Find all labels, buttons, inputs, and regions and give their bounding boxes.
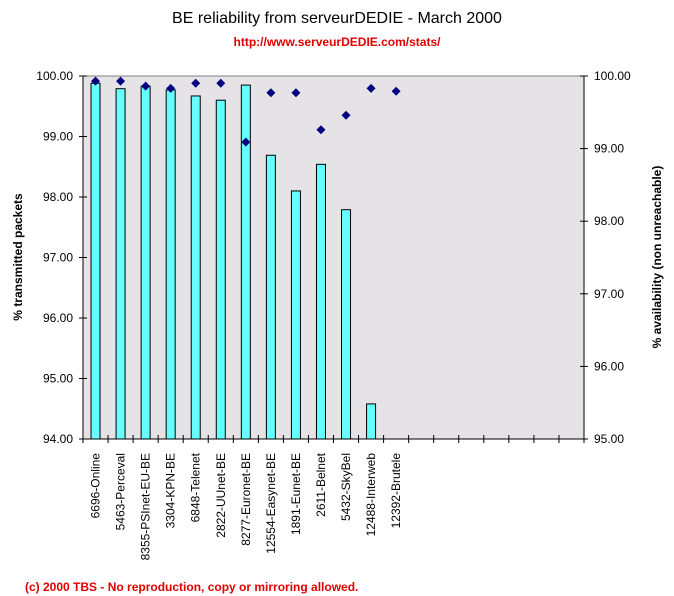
bar-12554-Easynet-BE bbox=[265, 154, 276, 440]
y2-tick-label: 97.00 bbox=[594, 287, 624, 301]
bar-5463-Perceval bbox=[115, 88, 126, 440]
y2-tick-label: 96.00 bbox=[594, 359, 624, 373]
bar-1891-Eunet-BE bbox=[290, 190, 301, 440]
x-tick-label: 6848-Telenet bbox=[189, 452, 203, 522]
x-tick-label: 2611-Belnet bbox=[314, 452, 328, 516]
x-tick-label: 5432-SkyBel bbox=[339, 453, 353, 521]
x-tick-label: 8355-PSInet-EU-BE bbox=[139, 453, 153, 560]
y-tick-label: 96.00 bbox=[43, 311, 73, 325]
marker-12488-Interweb bbox=[366, 83, 376, 93]
marker-8355-PSInet-EU-BE bbox=[141, 81, 151, 91]
marker-5463-Perceval bbox=[116, 76, 126, 86]
bar-2611-Belnet bbox=[315, 163, 326, 440]
marker-1891-Eunet-BE bbox=[291, 88, 301, 98]
x-tick-label: 8277-Euronet-BE bbox=[239, 453, 253, 546]
marker-6696-Online bbox=[91, 76, 101, 86]
marker-8277-Euronet-BE bbox=[241, 137, 251, 147]
y2-tick-label: 95.00 bbox=[594, 432, 624, 446]
marker-2822-UUnet-BE bbox=[216, 78, 226, 88]
x-tick-label: 12488-Interweb bbox=[364, 453, 378, 537]
bar-3304-KPN-BE bbox=[165, 89, 176, 440]
x-tick-label: 6696-Online bbox=[89, 453, 103, 519]
marker-series bbox=[91, 76, 401, 147]
marker-12554-Easynet-BE bbox=[266, 88, 276, 98]
marker-12392-Brutele bbox=[391, 86, 401, 96]
axes bbox=[79, 75, 588, 443]
y-axis-title: % transmitted packets bbox=[11, 193, 25, 321]
chart-subtitle-link[interactable]: http://www.serveurDEDIE.com/stats/ bbox=[233, 35, 441, 49]
y-tick-label: 97.00 bbox=[43, 251, 73, 265]
bar-2822-UUnet-BE bbox=[215, 99, 226, 440]
bar-6848-Telenet bbox=[190, 95, 201, 440]
marker-2611-Belnet bbox=[316, 125, 326, 135]
y-tick-label: 100.00 bbox=[36, 69, 73, 83]
plot-area bbox=[82, 75, 585, 440]
marker-6848-Telenet bbox=[191, 78, 201, 88]
y-tick-label: 95.00 bbox=[43, 372, 73, 386]
y2-tick-label: 100.00 bbox=[594, 69, 631, 83]
axis-labels: 6696-Online 5463-Perceval 8355-PSInet-EU-B… bbox=[36, 69, 631, 560]
bar-12488-Interweb bbox=[366, 403, 377, 440]
y-tick-label: 98.00 bbox=[43, 190, 73, 204]
y-tick-label: 94.00 bbox=[43, 432, 73, 446]
y2-tick-label: 98.00 bbox=[594, 214, 624, 228]
copyright-footer: (c) 2000 TBS - No reproduction, copy or … bbox=[25, 580, 359, 594]
bar-6696-Online bbox=[90, 82, 101, 440]
y-tick-label: 99.00 bbox=[43, 130, 73, 144]
chart-title: BE reliability from serveurDEDIE - March… bbox=[172, 10, 502, 27]
bar-5432-SkyBel bbox=[341, 209, 352, 440]
y2-tick-label: 99.00 bbox=[594, 142, 624, 156]
marker-5432-SkyBel bbox=[341, 110, 351, 120]
x-tick-label: 12554-Easynet-BE bbox=[264, 453, 278, 554]
x-tick-label: 12392-Brutele bbox=[389, 453, 403, 529]
x-tick-label: 2822-UUnet-BE bbox=[214, 453, 228, 538]
y2-axis-title: % availability (non unreachable) bbox=[650, 166, 664, 349]
x-tick-label: 1891-Eunet-BE bbox=[289, 453, 303, 535]
x-tick-label: 5463-Perceval bbox=[114, 453, 128, 530]
marker-3304-KPN-BE bbox=[166, 83, 176, 93]
x-tick-label: 3304-KPN-BE bbox=[164, 453, 178, 528]
bar-series bbox=[90, 82, 377, 440]
bar-8355-PSInet-EU-BE bbox=[140, 85, 151, 440]
